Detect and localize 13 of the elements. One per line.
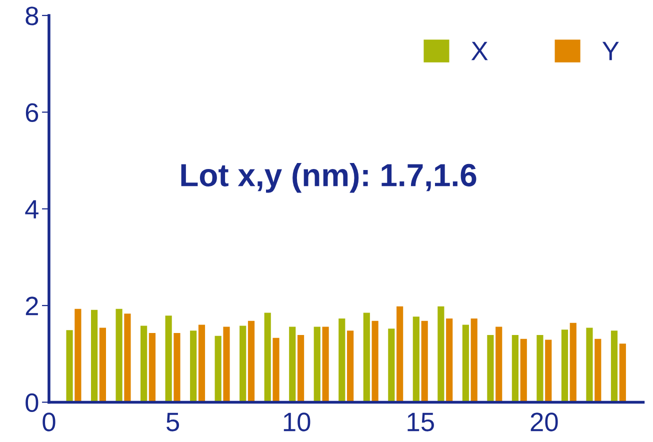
legend-label: Y xyxy=(602,42,619,60)
x-tick-label: 10 xyxy=(284,412,310,432)
y-tick-label: 6 xyxy=(26,103,38,122)
x-tick-label: 5 xyxy=(166,412,180,432)
y-tick-label: 2 xyxy=(26,296,38,316)
x-tick-label: 20 xyxy=(530,412,558,432)
y-tick-label: 4 xyxy=(25,200,38,218)
x-tick-label: 15 xyxy=(408,412,434,432)
y-tick-label: 0 xyxy=(26,393,38,412)
x-tick-label: 0 xyxy=(42,412,56,432)
annotation: Lot x,y (nm): 1.7,1.6 xyxy=(181,163,476,193)
y-tick-label: 8 xyxy=(26,6,38,26)
legend-label: X xyxy=(471,42,488,60)
